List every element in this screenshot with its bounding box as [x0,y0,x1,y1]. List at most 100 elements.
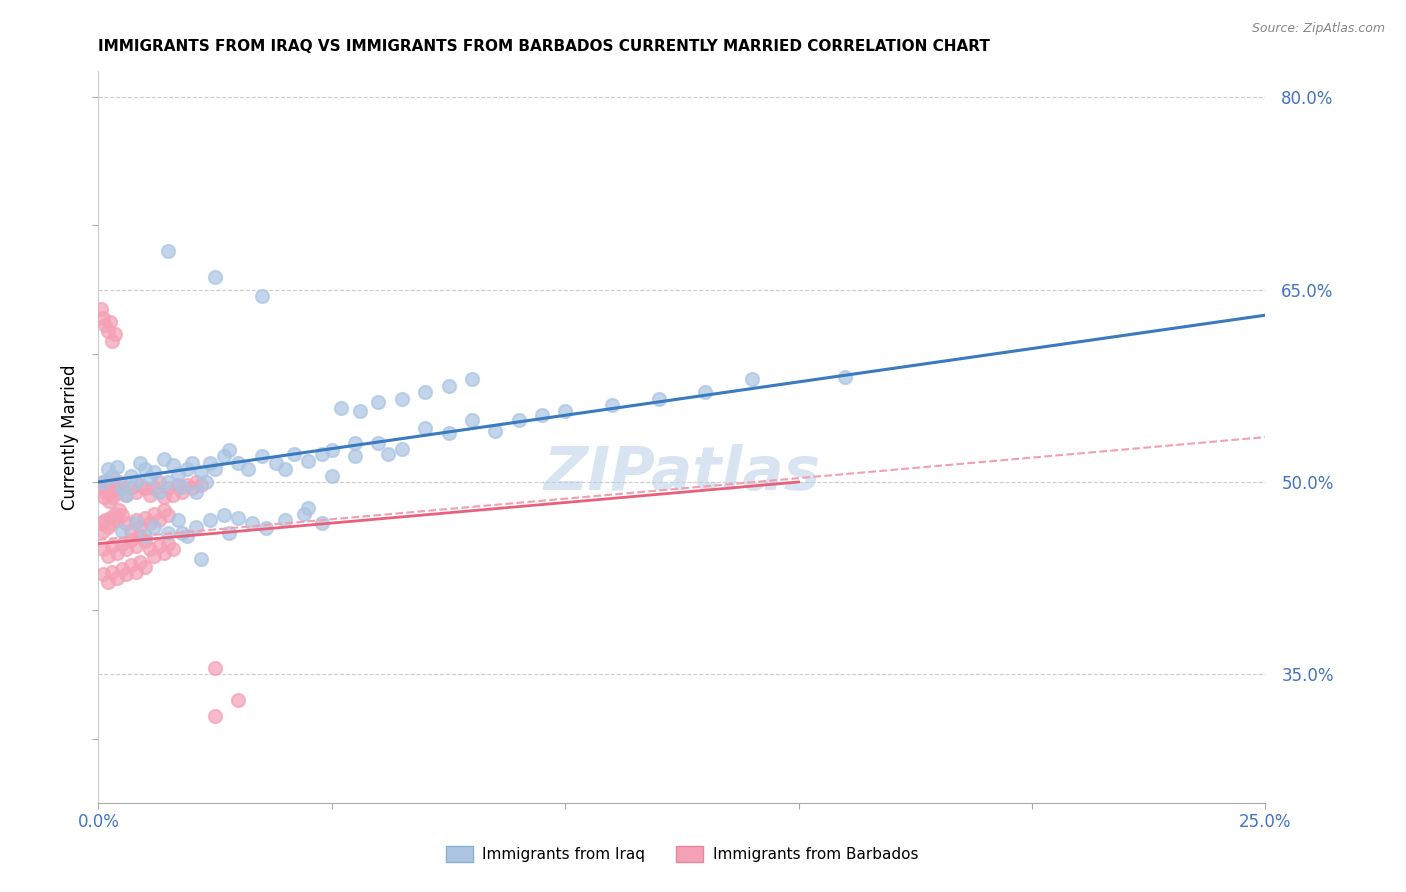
Point [311,516,333,530]
Point [311,447,333,461]
Point [166,477,188,491]
Point [129,477,152,491]
Point [125,514,148,528]
Point [172,480,194,494]
Point [115,516,138,530]
Point [139,488,162,502]
Point [134,462,156,476]
Point [101,468,124,483]
Point [437,426,460,441]
Point [214,450,236,464]
Point [104,507,127,521]
Point [344,436,367,450]
Point [162,458,184,473]
Point [321,468,343,483]
Point [134,559,156,574]
Point [176,477,198,491]
Point [367,395,389,409]
Point [91,475,114,489]
Point [101,539,124,553]
Point [157,482,180,496]
Point [108,475,131,489]
Point [152,503,174,517]
Point [134,529,156,543]
Point [204,269,226,284]
Point [152,491,174,505]
Point [157,244,180,258]
Point [104,482,127,496]
Point [214,508,236,523]
Point [97,324,120,338]
Point [413,421,436,435]
Point [292,507,315,521]
Point [200,456,222,470]
Point [484,424,506,438]
Point [94,485,117,500]
Point [186,520,208,534]
Point [105,514,128,528]
Point [115,488,138,502]
Point [125,539,148,553]
Point [321,442,343,457]
Point [91,475,114,489]
Point [204,661,226,675]
Text: ZIPatlas: ZIPatlas [543,444,821,503]
Point [91,541,114,556]
Point [91,524,114,538]
Point [101,475,124,489]
Point [94,514,117,528]
Title: IMMIGRANTS FROM IRAQ VS IMMIGRANTS FROM BARBADOS CURRENTLY MARRIED CORRELATION C: IMMIGRANTS FROM IRAQ VS IMMIGRANTS FROM … [98,38,990,54]
Point [115,541,138,556]
Point [508,413,530,427]
Point [157,526,180,541]
Point [111,562,134,576]
Point [111,482,134,496]
Point [111,536,134,550]
Point [218,442,240,457]
Point [111,524,134,538]
Point [166,514,188,528]
Legend: Immigrants from Iraq, Immigrants from Barbados: Immigrants from Iraq, Immigrants from Ba… [440,840,924,868]
Point [98,511,121,525]
Point [115,488,138,502]
Point [111,508,134,523]
Point [180,482,202,496]
Point [166,467,188,482]
Point [741,372,763,386]
Point [162,488,184,502]
Point [94,318,117,333]
Point [256,521,278,535]
Point [120,482,142,496]
Point [97,549,120,564]
Point [349,404,371,418]
Point [90,482,112,496]
Point [104,327,127,342]
Point [274,462,297,476]
Point [162,541,184,556]
Point [98,485,121,500]
Point [330,401,353,415]
Point [647,392,669,406]
Point [101,565,124,579]
Point [105,571,128,585]
Point [264,456,287,470]
Point [186,485,208,500]
Point [180,456,202,470]
Point [125,516,148,530]
Point [461,413,484,427]
Point [105,459,128,474]
Point [200,514,222,528]
Point [228,693,250,707]
Point [204,462,226,476]
Point [228,456,250,470]
Point [176,529,198,543]
Point [125,475,148,489]
Point [139,516,162,530]
Point [108,503,131,517]
Point [105,485,128,500]
Point [120,533,142,547]
Point [97,575,120,590]
Point [97,477,120,491]
Point [120,468,142,483]
Point [101,334,124,348]
